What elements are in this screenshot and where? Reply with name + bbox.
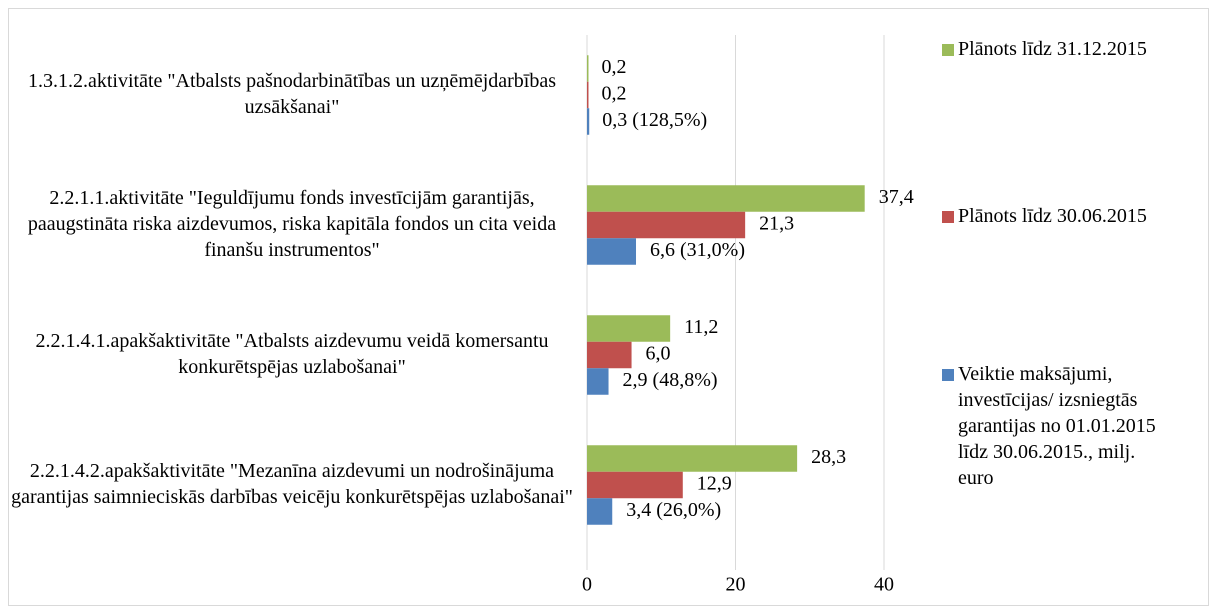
data-label: 11,2 (684, 316, 718, 338)
data-label: 6,6 (31,0%) (650, 239, 745, 261)
bar (587, 81, 589, 109)
legend-swatch (942, 369, 954, 381)
data-label: 6,0 (646, 343, 671, 365)
bar (587, 185, 865, 212)
bar (587, 211, 746, 239)
bar (587, 238, 637, 265)
bar (587, 445, 798, 472)
legend-swatch (942, 211, 954, 223)
bar (587, 108, 590, 135)
data-label: 2,9 (48,8%) (623, 369, 718, 391)
bar (587, 471, 683, 499)
data-label: 3,4 (26,0%) (626, 499, 721, 521)
category-label: 2.2.1.4.1.apakšaktivitāte "Atbalsts aizd… (35, 330, 548, 378)
data-label: 37,4 (879, 186, 914, 208)
category-label: 2.2.1.4.2.apakšaktivitāte "Mezanīna aizd… (11, 460, 573, 508)
data-label: 0,3 (128,5%) (602, 109, 707, 131)
legend-label: Veiktie maksājumi, investīcijas/ izsniegt… (958, 363, 1156, 489)
data-label: 12,9 (697, 473, 732, 495)
category-label: 2.2.1.1.aktivitāte "Ieguldījumu fonds in… (28, 187, 556, 261)
legend-label: Plānots līdz 31.12.2015 (958, 38, 1147, 60)
bar (587, 315, 671, 342)
bar (587, 368, 609, 395)
data-label: 0,2 (601, 83, 626, 105)
x-tick-label: 40 (874, 574, 894, 596)
legend-swatch (942, 44, 954, 56)
category-label: 1.3.1.2.aktivitāte "Atbalsts pašnodarbin… (28, 70, 556, 118)
data-label: 21,3 (759, 213, 794, 235)
data-label: 0,2 (601, 56, 626, 78)
legend-label: Plānots līdz 30.06.2015 (958, 205, 1147, 227)
bar (587, 55, 589, 82)
x-tick-label: 20 (726, 574, 746, 596)
bar (587, 498, 613, 525)
x-tick-label: 0 (582, 574, 592, 596)
bar (587, 341, 632, 369)
data-label: 28,3 (811, 446, 846, 468)
